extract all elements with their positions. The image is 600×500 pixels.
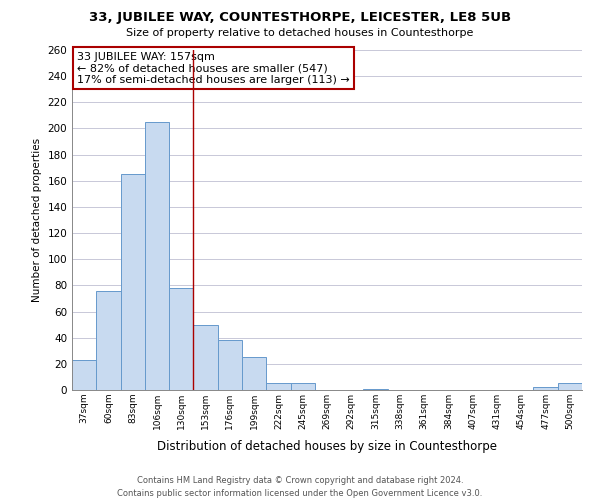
Bar — [364, 388, 388, 390]
Bar — [72, 360, 96, 390]
Bar — [121, 174, 145, 390]
Bar — [242, 358, 266, 390]
Bar — [145, 122, 169, 390]
Bar — [96, 290, 121, 390]
Bar — [290, 384, 315, 390]
Bar — [533, 388, 558, 390]
Text: 33, JUBILEE WAY, COUNTESTHORPE, LEICESTER, LE8 5UB: 33, JUBILEE WAY, COUNTESTHORPE, LEICESTE… — [89, 11, 511, 24]
Text: Contains HM Land Registry data © Crown copyright and database right 2024.
Contai: Contains HM Land Registry data © Crown c… — [118, 476, 482, 498]
Bar — [193, 324, 218, 390]
Text: Size of property relative to detached houses in Countesthorpe: Size of property relative to detached ho… — [127, 28, 473, 38]
Y-axis label: Number of detached properties: Number of detached properties — [32, 138, 42, 302]
Bar — [218, 340, 242, 390]
Bar — [169, 288, 193, 390]
Bar — [558, 384, 582, 390]
Text: 33 JUBILEE WAY: 157sqm
← 82% of detached houses are smaller (547)
17% of semi-de: 33 JUBILEE WAY: 157sqm ← 82% of detached… — [77, 52, 350, 85]
Bar — [266, 384, 290, 390]
X-axis label: Distribution of detached houses by size in Countesthorpe: Distribution of detached houses by size … — [157, 440, 497, 454]
